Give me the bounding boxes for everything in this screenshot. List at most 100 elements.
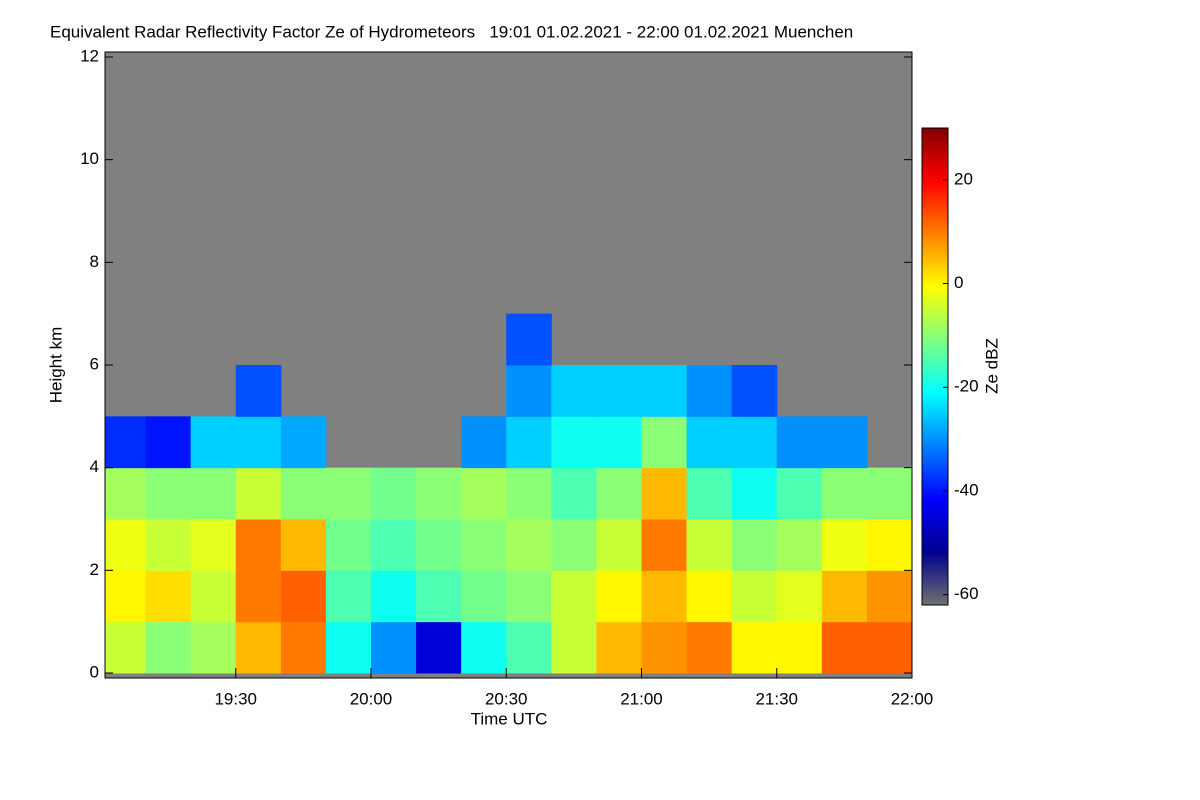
x-axis-label: Time UTC xyxy=(471,709,548,728)
heatmap-cell xyxy=(821,519,868,571)
heatmap-cell xyxy=(235,365,282,417)
heatmap-cell xyxy=(105,519,147,571)
heatmap-cell xyxy=(325,519,372,571)
heatmap-cell xyxy=(686,621,733,674)
heatmap-cell xyxy=(641,467,688,520)
colorbar xyxy=(921,127,949,606)
heatmap-cell xyxy=(596,467,642,520)
x-tick-label: 21:30 xyxy=(755,689,798,708)
heatmap-cell xyxy=(821,467,868,520)
heatmap-cell xyxy=(731,570,778,623)
colorbar-label: Ze dBZ xyxy=(982,338,1001,394)
heatmap-cell xyxy=(461,467,507,520)
heatmap-cell xyxy=(325,467,372,520)
heatmap-cell xyxy=(280,467,327,520)
heatmap-cell xyxy=(416,519,462,571)
colorbar-tick-label: 0 xyxy=(954,273,963,292)
heatmap-cell xyxy=(866,621,913,674)
heatmap-cell xyxy=(731,416,778,469)
heatmap-cell xyxy=(686,416,733,469)
heatmap-cell xyxy=(776,519,823,571)
y-axis-label: Height km xyxy=(46,327,65,404)
heatmap-cell xyxy=(866,519,913,571)
heatmap-cell xyxy=(235,621,282,674)
heatmap-cell xyxy=(641,570,688,623)
heatmap-cell xyxy=(416,570,462,623)
heatmap-cell xyxy=(641,621,688,674)
heatmap-cell xyxy=(866,467,913,520)
heatmap-cell xyxy=(190,416,237,469)
heatmap-cell xyxy=(686,365,733,417)
heatmap-cell xyxy=(776,467,823,520)
heatmap-cell xyxy=(596,621,642,674)
heatmap-cell xyxy=(145,416,192,469)
x-tick-label: 19:30 xyxy=(214,689,257,708)
heatmap-cell xyxy=(461,621,507,674)
colorbar-tick-label: 20 xyxy=(954,169,973,188)
heatmap-cell xyxy=(776,416,823,469)
heatmap-cell xyxy=(235,416,282,469)
heatmap-cell xyxy=(551,621,597,674)
heatmap-cell xyxy=(776,621,823,674)
heatmap-cell xyxy=(686,467,733,520)
heatmap-cell xyxy=(731,519,778,571)
heatmap-cell xyxy=(866,570,913,623)
heatmap-cell xyxy=(641,519,688,571)
heatmap-cell xyxy=(145,621,192,674)
heatmap-cell xyxy=(145,467,192,520)
heatmap-cell xyxy=(280,519,327,571)
heatmap-cell xyxy=(280,570,327,623)
y-tick-label: 12 xyxy=(80,46,99,65)
heatmap-cell xyxy=(461,570,507,623)
heatmap-cell xyxy=(506,365,552,417)
heatmap-cell xyxy=(551,570,597,623)
heatmap-cell xyxy=(506,416,552,469)
x-tick-label: 22:00 xyxy=(891,689,934,708)
heatmap-cell xyxy=(686,519,733,571)
colorbar-tick-label: -40 xyxy=(954,480,979,499)
heatmap-cell xyxy=(280,621,327,674)
heatmap-cell xyxy=(145,570,192,623)
heatmap-cell xyxy=(506,570,552,623)
heatmap-cell xyxy=(190,519,237,571)
heatmap-cell xyxy=(821,621,868,674)
heatmap-cell xyxy=(190,621,237,674)
heatmap-cell xyxy=(596,365,642,417)
heatmap-cell xyxy=(370,467,417,520)
heatmap-cell xyxy=(370,519,417,571)
heatmap-cell xyxy=(506,519,552,571)
heatmap-cell xyxy=(461,519,507,571)
heatmap-cell xyxy=(105,570,147,623)
heatmap-cell xyxy=(370,621,417,674)
heatmap-cell xyxy=(325,621,372,674)
heatmap-cell xyxy=(551,365,597,417)
heatmap-cell xyxy=(416,621,462,674)
heatmap-cell xyxy=(105,467,147,520)
heatmap-cell xyxy=(145,519,192,571)
heatmap-cell xyxy=(370,570,417,623)
heatmap-cell xyxy=(551,519,597,571)
heatmap-cell xyxy=(105,621,147,674)
y-tick-label: 6 xyxy=(90,354,99,373)
heatmap-cell xyxy=(506,467,552,520)
y-tick-label: 2 xyxy=(90,560,99,579)
x-tick-label: 21:00 xyxy=(620,689,663,708)
y-tick-label: 10 xyxy=(80,149,99,168)
y-tick-label: 0 xyxy=(90,662,99,681)
heatmap-cell xyxy=(731,621,778,674)
heatmap-cell xyxy=(280,416,327,469)
heatmap-cell xyxy=(461,416,507,469)
y-tick-label: 4 xyxy=(90,457,99,476)
heatmap-cell xyxy=(235,467,282,520)
x-tick-label: 20:00 xyxy=(350,689,393,708)
heatmap-cell xyxy=(686,570,733,623)
heatmap-cell xyxy=(596,570,642,623)
heatmap-cell xyxy=(235,570,282,623)
heatmap-cell xyxy=(821,416,868,469)
heatmap-cell xyxy=(731,365,778,417)
heatmap-cell xyxy=(190,570,237,623)
heatmap-cell xyxy=(821,570,868,623)
heatmap-cell xyxy=(506,621,552,674)
heatmap-cell xyxy=(416,467,462,520)
